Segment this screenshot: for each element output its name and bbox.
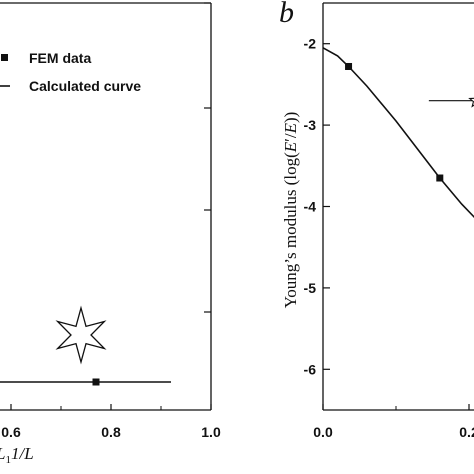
panel-b-x-tick-label: 0.2 [459,424,474,440]
legend-label-curve: Calculated curve [29,78,141,94]
panel-b-y-tick-label: -6 [304,361,317,377]
panel-b-star-marker [468,97,474,108]
panel-b-y-tick-label: -3 [304,117,317,133]
panel-b-letter: b [279,0,294,29]
panel-a-x-tick-label: 1.0 [201,424,221,440]
panel-b-ticks [322,43,470,410]
panel-a-star-marker [55,305,107,365]
panel-b-plot-area [322,47,474,219]
panel-a-ticks [10,2,212,410]
panel-a-x-axis-label: L11/L [0,444,34,466]
panel-a-x-tick-label: 0.8 [101,424,121,440]
panel-a: 0.6 0.8 1.0 L11/L FEM data Calculated curv… [0,2,221,466]
panel-b-fem-point [436,174,444,182]
panel-a-plot-area [0,305,171,386]
panel-b-calculated-curve [322,47,474,219]
legend: FEM data Calculated curve [0,50,141,94]
panel-a-x-axis-subscript: 1 [5,454,11,466]
panel-a-x-tick-label: 0.6 [1,424,21,440]
panel-b-y-tick-label: -2 [304,36,317,52]
panel-b: b -2 -3 -4 -5 -6 0.0 0.2 Young’s modulus (log… [279,0,474,440]
panel-b-x-tick-labels: 0.0 0.2 [313,424,474,440]
legend-label-fem: FEM data [29,50,91,66]
panel-b-fem-point [345,62,353,70]
panel-b-x-tick-label: 0.0 [313,424,333,440]
panel-b-y-axis-label: Young’s modulus (log(E′/E)) [281,112,300,309]
panel-a-x-tick-labels: 0.6 0.8 1.0 [1,424,221,440]
panel-b-y-tick-label: -4 [304,199,317,215]
panel-a-x-axis-label-tail: 1/L [11,444,34,463]
panel-a-fem-point [92,378,100,386]
panel-b-y-tick-labels: -2 -3 -4 -5 -6 [304,36,317,378]
panel-b-y-tick-label: -5 [304,280,317,296]
legend-marker-fem [1,54,8,61]
